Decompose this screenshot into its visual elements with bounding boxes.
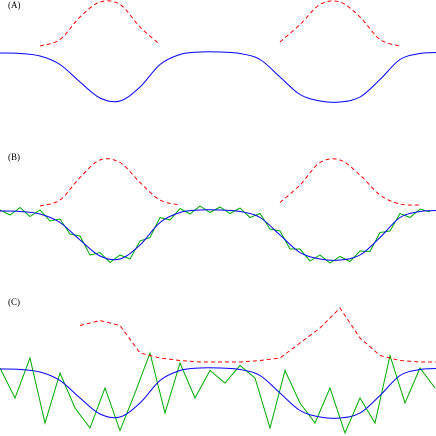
series-line: [79, 307, 436, 363]
series-line: [0, 51, 436, 103]
series-line: [0, 351, 436, 435]
panel-label: (A): [8, 0, 21, 10]
series-line: [39, 0, 161, 47]
series-line: [279, 0, 401, 47]
series-line: [0, 209, 436, 261]
panel-label: (C): [8, 297, 20, 307]
series-line: [39, 158, 181, 207]
series-line: [0, 367, 436, 419]
panel-label: (B): [8, 152, 20, 162]
series-line: [0, 205, 431, 264]
series-line: [279, 158, 421, 206]
